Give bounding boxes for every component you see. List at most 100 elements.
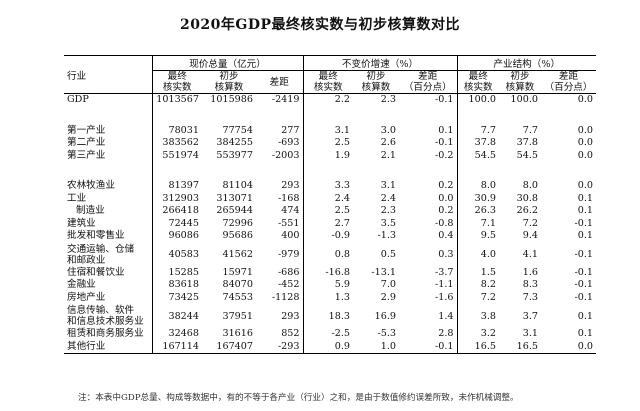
header-final: 最终 核实数 [456,70,499,94]
row-label: 农林牧渔业 [67,180,115,192]
cell-value: -293 [256,340,303,354]
row-label: 第三产业 [67,149,106,161]
cell-value: 1.5 [456,266,499,279]
cell-value: 0.4 [438,230,454,242]
cell-value: 16.5 [499,340,541,354]
cell-value: 30.8 [516,192,538,204]
cell-value: 18.3 [302,304,353,328]
cell-value: 2.4 [302,192,353,205]
cell-value: 37.8 [456,137,499,150]
row-label: 第一产业 [67,124,106,136]
cell-value: -168 [277,192,300,204]
cell-value: 96086 [151,230,202,243]
table-row: 第一产业 78031 77754 277 3.1 3.0 0.1 7.7 7.7 0.0 [64,124,596,137]
cell-value: 553977 [216,149,253,161]
cell-value: 40583 [151,242,202,267]
cell-value: -2.5 [302,328,353,341]
cell-value: 4.1 [522,249,538,260]
gdp-comparison-table: 行业 现价总量（亿元） 不变价增速（%） 产业结构（%） 最终 核实数 初步 核算数… [64,55,596,354]
cell-value: 0.2 [438,205,454,217]
cell-value: 0.0 [577,149,593,161]
cell-value: -0.1 [574,217,594,229]
cell-value: 73425 [151,291,202,304]
cell-value: -452 [277,279,300,291]
cell-value: 41562 [222,249,253,260]
cell-value: 9.5 [456,230,499,243]
cell-value: 3.3 [302,180,353,193]
cell-value: -0.1 [399,340,457,354]
header-diff-points: 差距 （百分点） [399,70,457,94]
cell-value: 26.3 [456,205,499,218]
cell-value: 0.0 [577,94,593,106]
cell-value: 8.2 [456,279,499,292]
cell-value: 0.1 [577,205,593,217]
cell-value: 400 [281,230,300,242]
cell-value: 7.7 [456,124,499,137]
cell-value: 0.8 [302,242,353,267]
cell-value: 0.0 [577,180,593,192]
cell-value: 2.5 [302,137,353,150]
header-industry: 行业 [64,55,152,94]
cell-value: -551 [277,217,300,229]
row-label: 批发和零售业 [67,230,125,242]
cell-value: 0.2 [438,180,454,192]
cell-value: 31616 [222,328,253,340]
cell-value: 2.8 [438,328,454,340]
row-label: 其他行业 [64,340,152,354]
header-diff: 差距 [256,70,303,94]
header-final: 最终 核实数 [302,70,353,94]
cell-value: 277 [281,124,300,136]
cell-value: -2419 [271,94,300,106]
spacer-row [64,106,596,125]
cell-value: 3.5 [380,217,396,229]
row-label: 工业 [67,192,87,204]
cell-value: 384255 [216,137,253,149]
row-label: 房地产业 [67,291,106,303]
cell-value: 16.5 [456,340,499,354]
cell-value: 167114 [151,340,202,354]
table-row: 工业 312903 313071 -168 2.4 2.4 0.0 30.9 30.8 0.1 [64,192,596,205]
table-row: 农林牧渔业 81397 81104 293 3.3 3.1 0.2 8.0 8.0 0.0 [64,180,596,193]
cell-value: 37.8 [516,137,538,149]
cell-value: -0.2 [435,149,454,161]
cell-value: 37951 [222,310,253,322]
cell-value: 3.1 [522,328,538,340]
cell-value: 3.0 [380,124,396,136]
cell-value: 78031 [151,124,202,137]
cell-value: 54.5 [516,149,538,161]
cell-value: 0.1 [577,192,593,204]
cell-value: 5.9 [302,279,353,292]
header-prelim: 初步 核算数 [202,70,256,94]
cell-value: -0.1 [435,94,454,106]
table-row: 其他行业 167114 167407 -293 0.9 1.0 -0.1 16.5 16.5 0.… [64,340,596,354]
header-diff-points: 差距 （百分点） [541,70,596,94]
table-row: 交通运输、仓储 和邮政业 40583 41562 -979 0.8 0.5 0.3 4.0 4.1… [64,242,596,267]
cell-value: 74553 [222,291,253,303]
cell-value: 293 [281,310,300,322]
header-industry-structure: 产业结构（%） [456,55,596,71]
cell-value: 72445 [151,217,202,230]
header-growth-rate: 不变价增速（%） [302,55,457,71]
table-row: 建筑业 72445 72996 -551 2.7 3.5 -0.8 7.1 7.2 -0.1 [64,217,596,230]
cell-value: 100.0 [510,94,538,106]
cell-value: 15285 [151,266,202,279]
row-label: 住宿和餐饮业 [67,266,125,278]
cell-value: 26.2 [516,205,538,217]
cell-value: 1.9 [302,149,353,162]
cell-value: 0.0 [577,137,593,149]
cell-value: 266418 [151,205,202,218]
cell-value: 3.2 [456,328,499,341]
header-prelim: 初步 核算数 [353,70,399,94]
cell-value: -1.1 [435,279,454,291]
cell-value: 3.8 [456,304,499,328]
cell-value: 95686 [222,230,253,242]
cell-value: 1.6 [522,266,538,278]
cell-value: 3.7 [522,310,538,322]
cell-value: 2.9 [380,291,396,303]
header-current-price: 现价总量（亿元） [151,55,303,71]
cell-value: 2.3 [380,205,396,217]
cell-value: 312903 [151,192,202,205]
cell-value: 313071 [216,192,253,204]
cell-value: 38244 [151,304,202,328]
cell-value: 2.5 [302,205,353,218]
